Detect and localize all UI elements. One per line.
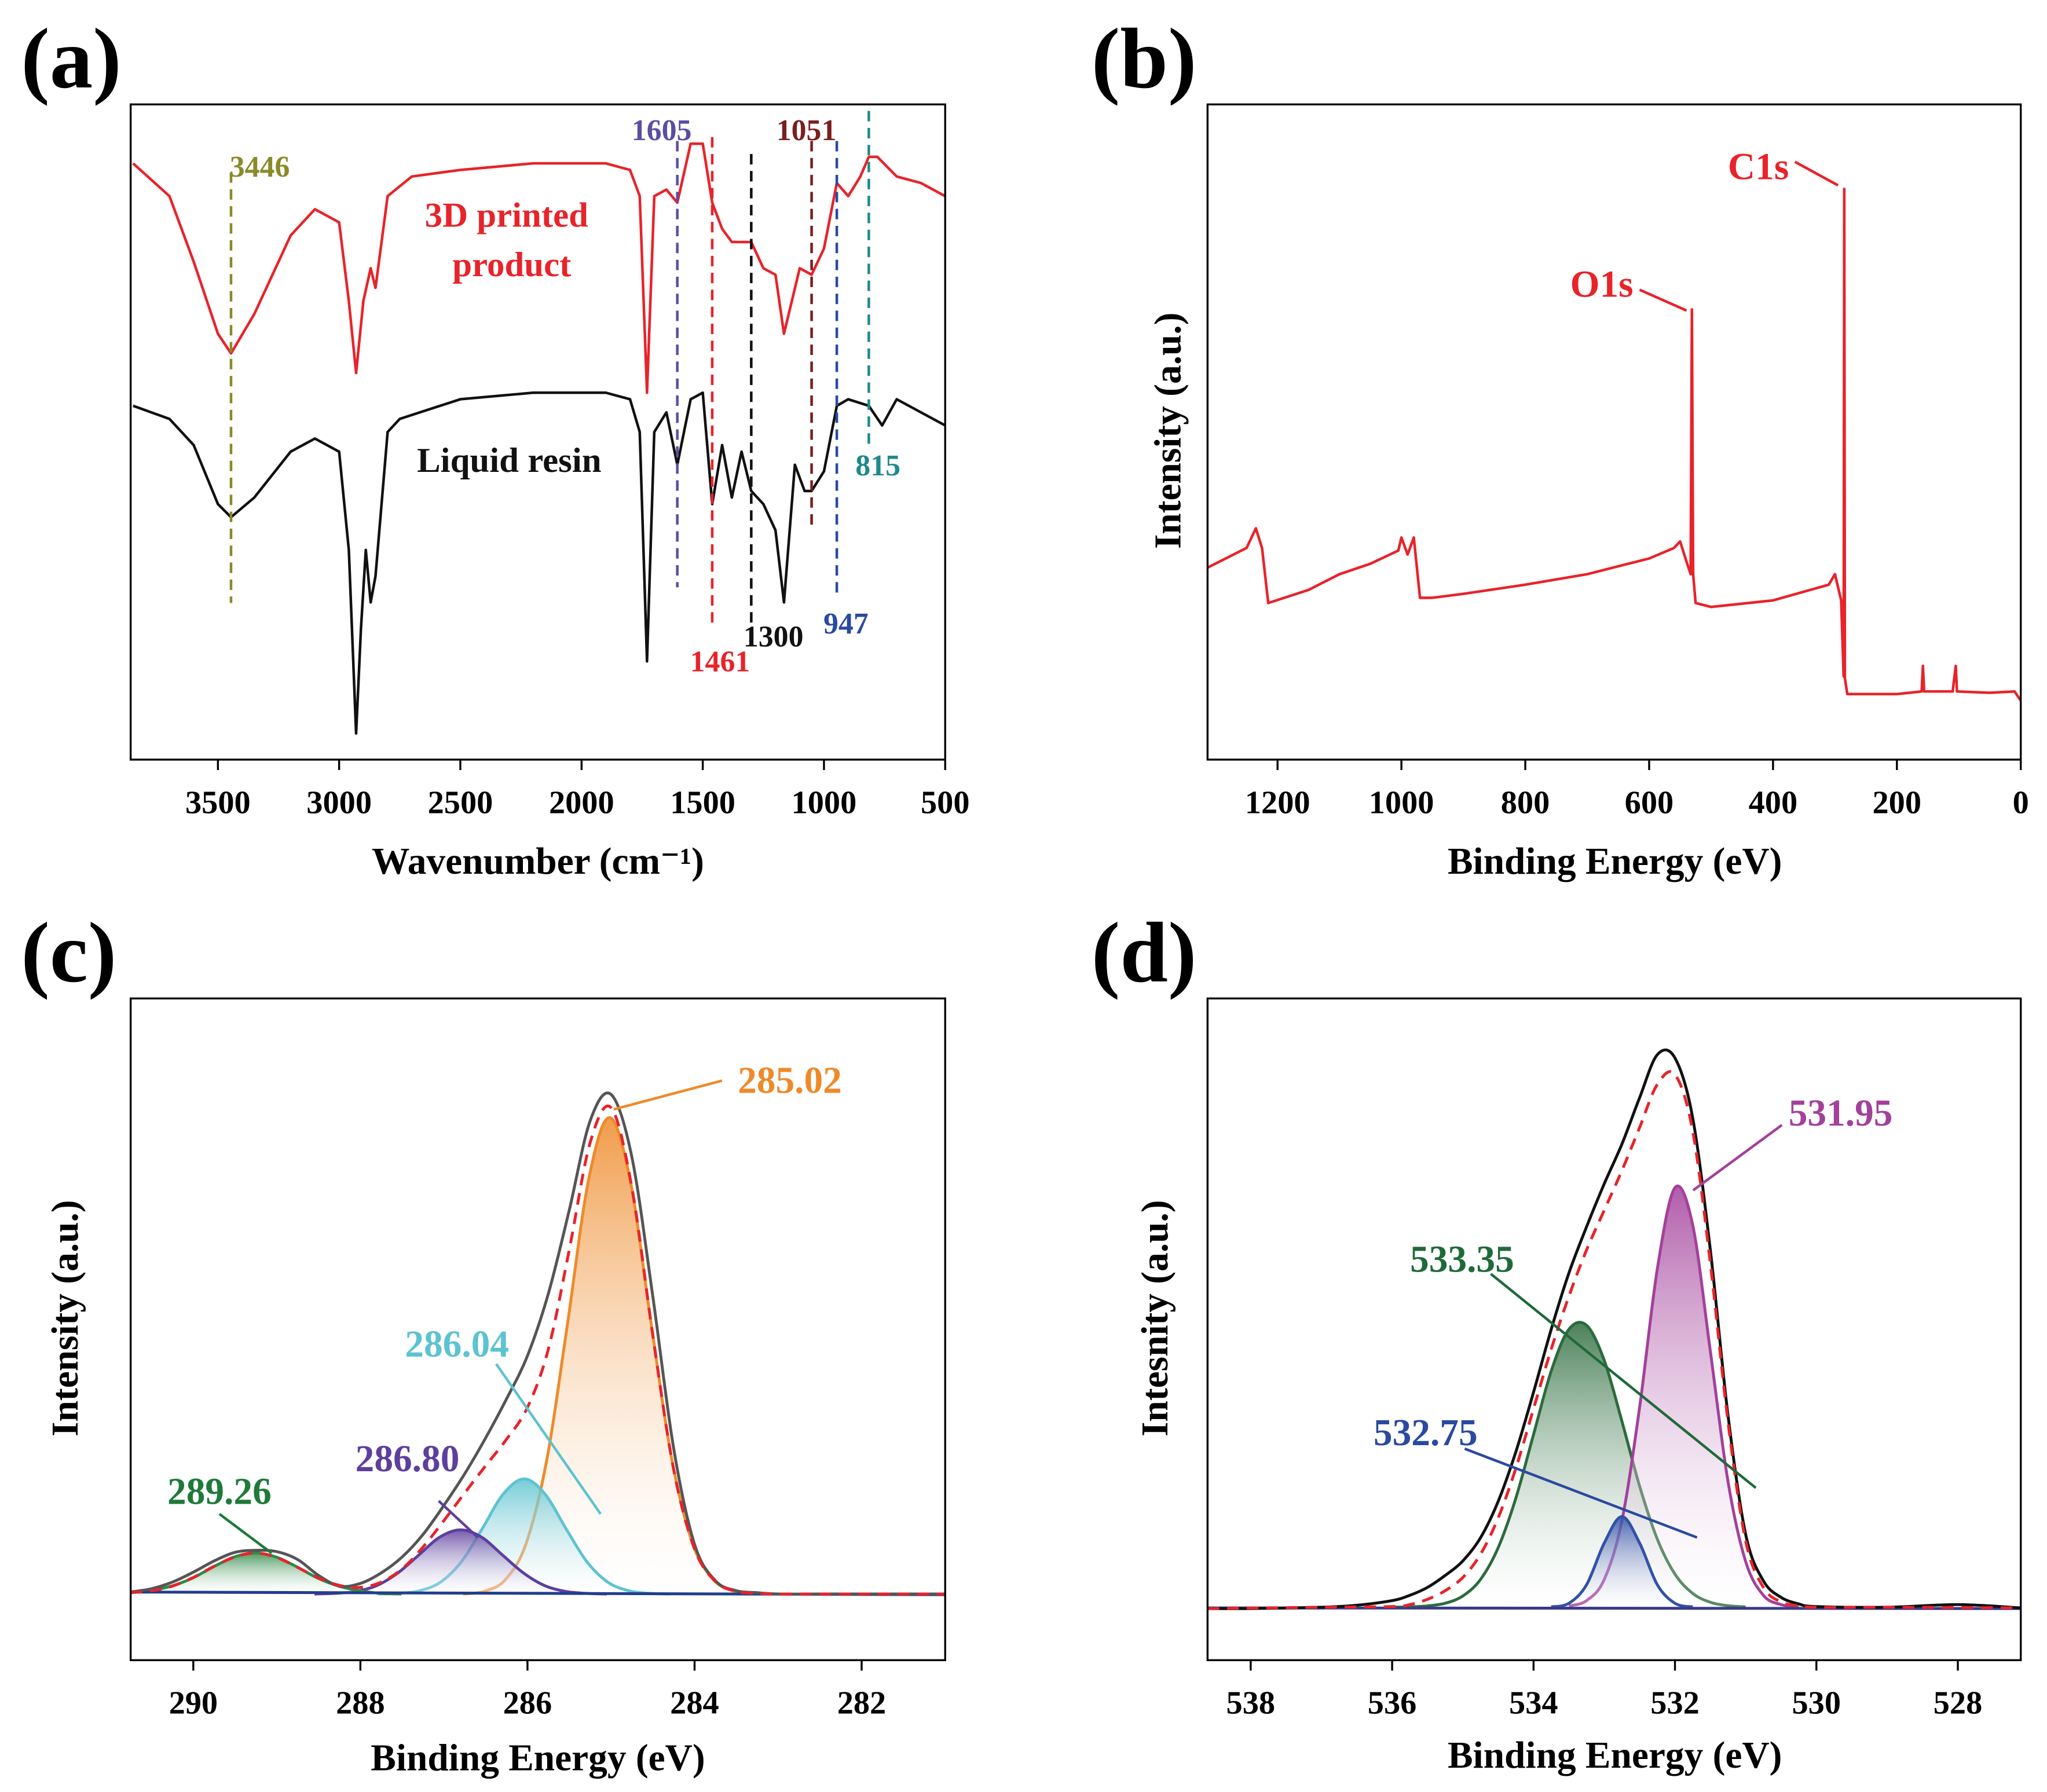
panel: (c) Binding Energy (eV) Intensity (a.u.) 29… (21, 905, 946, 1779)
panel: (d) Binding Energy (eV) Intesnity (a.u.) 53… (1092, 905, 2022, 1776)
x-tick-label: 536 (1368, 1685, 1417, 1721)
peak-label: 285.02 (738, 1060, 842, 1101)
panel-label: (a) (21, 11, 121, 107)
x-tick-label: 2000 (549, 785, 614, 820)
leader-line (495, 1363, 602, 1515)
x-tick-label: 800 (1501, 785, 1550, 820)
x-tick-label: 200 (1873, 785, 1922, 820)
x-tick-label: 600 (1625, 785, 1674, 820)
x-tick-label: 3000 (306, 785, 372, 820)
x-tick-label: 400 (1749, 785, 1798, 820)
spectrum-line (1207, 188, 2021, 702)
y-axis-label: Intensity (a.u.) (45, 1200, 86, 1436)
x-axis-label: Binding Energy (eV) (1448, 1735, 1782, 1776)
x-tick-label: 0 (2013, 785, 2029, 820)
x-tick-label: 530 (1792, 1685, 1841, 1721)
x-axis-label: Binding Energy (eV) (371, 1737, 705, 1779)
marker-label: 815 (855, 449, 900, 482)
x-tick-label: 1200 (1245, 785, 1310, 820)
leader-line (438, 1500, 479, 1539)
y-axis-label: Intesnity (a.u.) (1134, 1200, 1176, 1436)
plot-frame (129, 103, 946, 761)
marker-label: 1051 (777, 114, 837, 147)
plot-frame (129, 997, 946, 1662)
plot-area (132, 142, 946, 735)
peak-area (151, 1553, 402, 1595)
peak-area (463, 1117, 756, 1595)
x-tick-label: 288 (336, 1685, 385, 1721)
x-axis-label: Binding Energy (eV) (1448, 841, 1782, 882)
x-tick-label: 286 (503, 1685, 552, 1721)
panel-label: (d) (1092, 905, 1197, 1001)
leader-line (613, 1079, 723, 1111)
x-axis-label: Wavenumber (cm⁻¹) (372, 841, 704, 882)
spectrum-line (133, 391, 946, 735)
x-tick-label: 1000 (792, 785, 857, 820)
peak-curve (1551, 1515, 1693, 1608)
plot-area (1207, 188, 2021, 702)
x-tick-label: 2500 (428, 785, 493, 820)
x-tick-label: 538 (1226, 1685, 1276, 1721)
annotation: product (452, 245, 571, 284)
leader-line (1639, 288, 1687, 312)
annotation: Liquid resin (417, 441, 602, 480)
spectrum-line (132, 142, 946, 394)
annotation: O1s (1570, 263, 1634, 305)
panel: (a) Wavenumber (cm⁻¹) 3500 3000 2500 2000 1500… (21, 11, 969, 882)
x-tick-label: 290 (169, 1685, 218, 1721)
marker-label: 3446 (230, 151, 290, 184)
peak-area (1392, 1322, 1746, 1607)
leader-line (1490, 1273, 1757, 1489)
leader-line (218, 1513, 273, 1555)
x-tick-label: 284 (670, 1685, 719, 1721)
peak-area (1551, 1516, 1693, 1607)
peak-label: 289.26 (167, 1471, 272, 1513)
marker-label: 1300 (744, 621, 804, 654)
plot-frame (1206, 997, 2022, 1662)
peak-label: 533.35 (1410, 1238, 1514, 1280)
leader-line (1464, 1447, 1698, 1539)
leader-line (1794, 160, 1839, 187)
spectrum-line (130, 1104, 946, 1596)
plot-area (130, 1091, 946, 1596)
marker-label: 947 (823, 607, 869, 640)
x-tick-label: 3500 (185, 785, 251, 820)
x-tick-label: 534 (1509, 1685, 1558, 1721)
marker-label: 1605 (632, 114, 692, 147)
peak-area (378, 1479, 671, 1595)
marker-label: 1461 (690, 645, 750, 678)
x-tick-label: 282 (837, 1685, 887, 1721)
spectrum-line (1207, 1048, 2021, 1610)
panel-label: (b) (1092, 11, 1197, 107)
peak-area (314, 1530, 607, 1595)
leader-line (1692, 1124, 1783, 1192)
x-tick-label: 528 (1934, 1685, 1983, 1721)
panel: (b) Binding Energy (eV) Intensity (a.u.) 12… (1092, 11, 2029, 882)
peak-label: 286.04 (405, 1324, 509, 1365)
annotation: C1s (1728, 146, 1789, 188)
annotation: 3D printed (425, 196, 588, 234)
spectrum-line (1207, 1070, 2021, 1610)
peak-label: 286.80 (356, 1438, 460, 1480)
peak-label: 532.75 (1374, 1412, 1478, 1454)
x-tick-label: 532 (1650, 1685, 1700, 1721)
peak-label: 531.95 (1789, 1093, 1893, 1134)
x-tick-label: 500 (921, 785, 970, 820)
x-tick-label: 1500 (670, 785, 735, 820)
y-axis-label: Intensity (a.u.) (1148, 313, 1189, 549)
x-tick-label: 1000 (1369, 785, 1434, 820)
panel-label: (c) (21, 905, 116, 1001)
plot-area (1207, 1048, 2021, 1610)
plot-frame (1206, 103, 2022, 761)
